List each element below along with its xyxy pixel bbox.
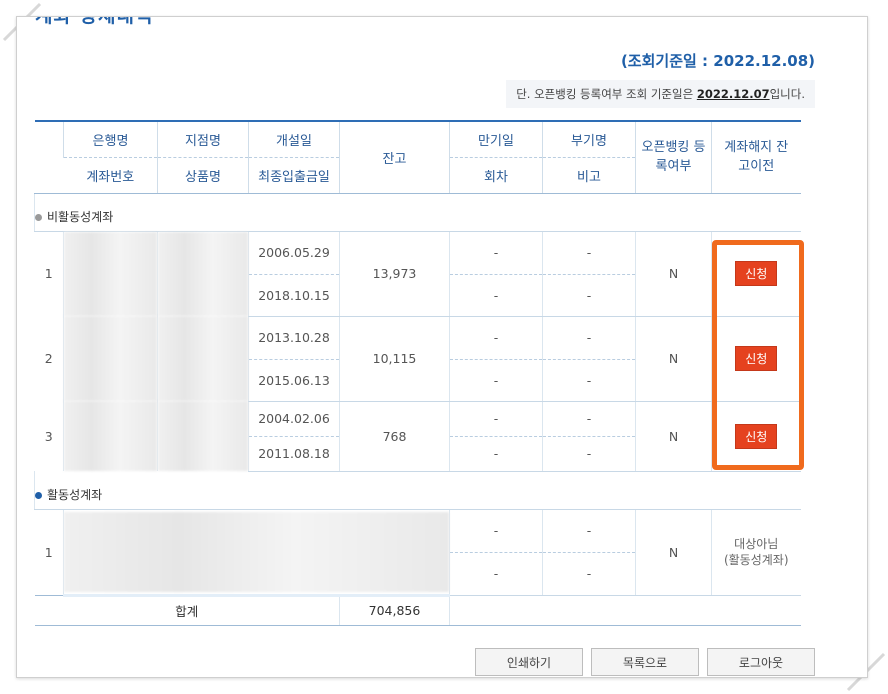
header-product: 상품명 (157, 157, 249, 194)
openbank-status: N (635, 231, 712, 317)
header-close: 계좌해지 잔고이전 (711, 120, 801, 194)
openbank-status: N (635, 401, 712, 472)
table-row: 2011.08.18 - - (35, 436, 801, 472)
openbank-status: N (635, 316, 712, 402)
close-cell: 신청 (711, 401, 801, 472)
openbanking-note: 단. 오픈뱅킹 등록여부 조회 기준일은 2022.12.07입니다. (506, 80, 815, 108)
header-maturity: 만기일 (449, 120, 543, 158)
maturity: - (449, 231, 543, 275)
apply-button[interactable]: 신청 (735, 423, 778, 449)
openbank-status: N (635, 509, 712, 596)
table-row: 3 2004.02.06 768 - - N 신청 (35, 401, 801, 472)
section-active: 활동성계좌 (34, 471, 801, 510)
open-date: 2006.05.29 (248, 231, 340, 275)
close-cell: 신청 (711, 316, 801, 402)
header-openbank: 오픈뱅킹 등록여부 (635, 120, 712, 194)
maturity: - (449, 316, 543, 360)
remark: - (542, 552, 636, 596)
row-no: 3 (44, 428, 53, 444)
account-info-redacted (63, 316, 158, 401)
product-info-redacted (157, 401, 249, 471)
product-info-redacted (157, 316, 249, 401)
page-title: 계좌 상세내역 (35, 16, 154, 27)
header-branch: 지점명 (157, 120, 249, 158)
row-no: 1 (44, 266, 53, 282)
reference-date: (조회기준일 : 2022.12.08) (620, 52, 815, 70)
row-no: 1 (44, 544, 53, 560)
header-open-date: 개설일 (248, 120, 340, 158)
remark: - (542, 359, 636, 402)
total-row: 합계 704,856 (34, 594, 801, 626)
total-filler (449, 594, 801, 626)
table-row: 1 2006.05.29 13,973 - - N 신청 (35, 231, 801, 317)
maturity: - (449, 401, 543, 437)
open-date: 2013.10.28 (248, 316, 340, 360)
table-row: 2018.10.15 - - (35, 274, 801, 317)
note-suffix: 입니다. (769, 87, 805, 101)
subtitle: - (542, 316, 636, 360)
last-txn: 2011.08.18 (248, 436, 340, 472)
close-cell: 대상아님 (활동성계좌) (711, 509, 801, 596)
account-info-redacted (63, 401, 158, 471)
header-subtitle: 부기명 (542, 120, 636, 158)
open-date: 2004.02.06 (248, 401, 340, 437)
content-frame: 계좌 상세내역 (조회기준일 : 2022.12.08) 단. 오픈뱅킹 등록여… (16, 16, 868, 678)
not-eligible-label: 대상아님 (734, 537, 779, 551)
round: - (449, 274, 543, 317)
list-button[interactable]: 목록으로 (591, 648, 699, 676)
table-row: 1 - - N 대상아님 (활동성계좌) (35, 509, 801, 597)
row-no: 2 (44, 351, 53, 366)
bullet-icon (35, 491, 42, 499)
header-balance: 잔고 (339, 120, 450, 194)
round: - (449, 552, 543, 596)
header-no (34, 120, 64, 194)
last-txn: 2018.10.15 (248, 274, 340, 317)
remark: - (542, 436, 636, 472)
subtitle: - (542, 509, 636, 553)
round: - (449, 359, 543, 402)
round: - (449, 436, 543, 472)
action-buttons: 인쇄하기 목록으로 로그아웃 (475, 648, 815, 676)
table-row: 2015.06.13 - - (35, 359, 801, 402)
account-table: 은행명 지점명 개설일 잔고 만기일 부기명 오픈뱅킹 등록여부 계좌해지 잔고… (34, 120, 801, 626)
remark: - (542, 274, 636, 317)
header-remark: 비고 (542, 157, 636, 194)
header-round: 회차 (449, 157, 543, 194)
apply-button[interactable]: 신청 (735, 346, 778, 371)
section-active-label: 활동성계좌 (47, 487, 103, 502)
table-row: 2 2013.10.28 10,115 - - N 신청 (35, 316, 801, 402)
header-bank: 은행명 (63, 120, 158, 158)
header-last-txn: 최종입출금일 (248, 157, 340, 194)
section-inactive-label: 비활동성계좌 (47, 209, 114, 224)
balance: 13,973 (339, 231, 450, 317)
print-button[interactable]: 인쇄하기 (475, 648, 583, 676)
account-info-redacted (63, 509, 450, 597)
product-info-redacted (157, 231, 249, 316)
bullet-icon (35, 213, 42, 221)
header-account-no: 계좌번호 (63, 157, 158, 194)
subtitle: - (542, 231, 636, 275)
table-row: - - (35, 552, 801, 596)
total-label: 합계 (34, 594, 340, 626)
close-cell: 신청 (711, 231, 801, 317)
note-prefix: 단. 오픈뱅킹 등록여부 조회 기준일은 (516, 87, 697, 101)
note-date: 2022.12.07 (696, 87, 770, 101)
logout-button[interactable]: 로그아웃 (707, 648, 815, 676)
active-account-note: (활동성계좌) (723, 553, 789, 567)
subtitle: - (542, 401, 636, 437)
maturity: - (449, 509, 543, 553)
last-txn: 2015.06.13 (248, 359, 340, 402)
total-value: 704,856 (339, 594, 450, 626)
apply-button[interactable]: 신청 (735, 261, 778, 286)
account-info-redacted (63, 231, 158, 316)
section-inactive: 비활동성계좌 (34, 193, 801, 232)
balance: 10,115 (339, 316, 450, 402)
balance: 768 (339, 401, 450, 472)
